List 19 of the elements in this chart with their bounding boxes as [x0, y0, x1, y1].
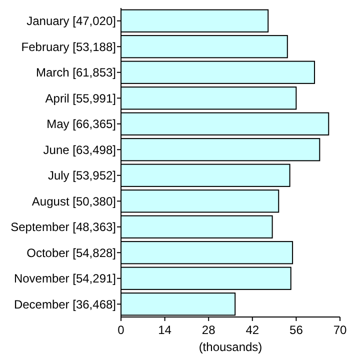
y-tick-label: September [48,363]: [10, 220, 116, 234]
y-tick-label: February [53,188]: [21, 40, 116, 54]
x-tick-label: 70: [333, 323, 347, 337]
y-tick-label: July [53,952]: [48, 168, 116, 183]
y-tick-label: November [54,291]: [14, 272, 116, 286]
y-tick-label: June [63,498]: [43, 142, 116, 157]
x-tick-label: 42: [246, 323, 260, 337]
x-axis-title: (thousands): [198, 340, 262, 354]
x-tick-label: 28: [202, 323, 216, 337]
y-tick-label: October [54,828]: [26, 246, 116, 260]
y-tick-label: December [36,468]: [14, 297, 116, 312]
x-tick-label: 0: [118, 323, 125, 337]
y-tick-label: April [55,991]: [45, 91, 116, 106]
y-tick-label: May [66,365]: [46, 117, 116, 132]
x-tick-label: 14: [158, 323, 172, 337]
y-tick-label: January [47,020]: [26, 14, 116, 28]
y-tick-label: August [50,380]: [32, 194, 116, 208]
x-tick-label: 56: [290, 323, 304, 337]
y-tick-label: March [61,853]: [36, 66, 116, 80]
